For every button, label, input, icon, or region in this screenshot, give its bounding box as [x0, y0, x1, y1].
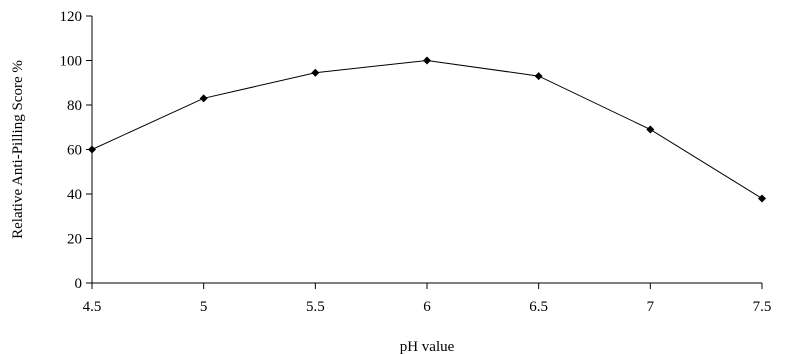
x-axis-title: pH value [400, 339, 455, 354]
data-point-marker [646, 125, 655, 134]
y-tick-label: 80 [67, 98, 82, 114]
data-point-marker [199, 94, 208, 103]
y-tick-label: 40 [67, 187, 82, 203]
x-tick-label: 6.5 [529, 299, 548, 315]
y-tick-label: 100 [60, 54, 83, 70]
data-point-marker [311, 68, 320, 77]
y-axis-ticks: 0 20 40 60 80 100 120 [60, 9, 92, 292]
series-line [91, 59, 763, 199]
series-group [88, 56, 766, 203]
x-tick-label: 4.5 [83, 299, 102, 315]
data-point-marker [534, 72, 543, 81]
x-tick-label: 7 [647, 299, 655, 315]
data-point-marker [423, 56, 431, 65]
y-tick-label: 120 [60, 9, 83, 25]
x-tick-label: 6 [423, 299, 431, 315]
x-tick-label: 5 [200, 299, 208, 315]
x-tick-label: 7.5 [753, 299, 772, 315]
y-axis-title: Relative Anti-Pilling Score % [10, 60, 26, 239]
y-tick-label: 20 [67, 232, 82, 248]
x-tick-label: 5.5 [306, 299, 325, 315]
y-tick-label: 0 [75, 276, 83, 292]
y-tick-label: 60 [67, 143, 82, 159]
data-point-marker [758, 194, 766, 203]
data-point-marker [88, 145, 96, 154]
x-axis-ticks: 4.5 5 5.5 6 6.5 7 7.5 [83, 283, 772, 315]
